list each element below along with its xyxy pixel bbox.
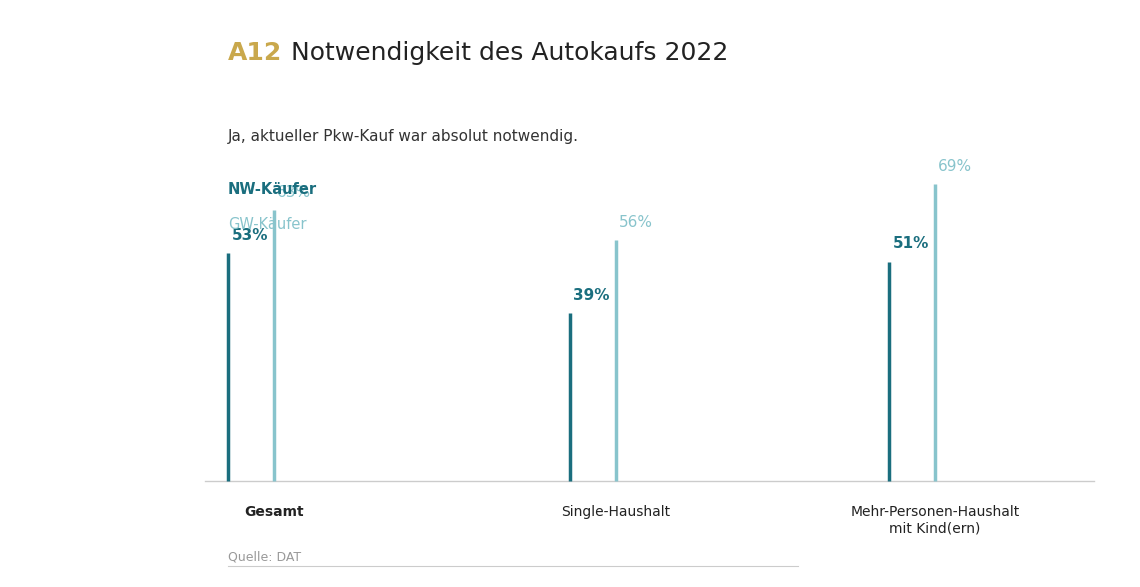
Text: Ja, aktueller Pkw-Kauf war absolut notwendig.: Ja, aktueller Pkw-Kauf war absolut notwe… bbox=[228, 129, 579, 144]
Text: 69%: 69% bbox=[938, 158, 972, 174]
Text: 53%: 53% bbox=[231, 228, 268, 242]
Text: 39%: 39% bbox=[573, 288, 610, 303]
Text: Gesamt: Gesamt bbox=[244, 505, 303, 519]
Text: 63%: 63% bbox=[277, 184, 311, 200]
Text: GW-Käufer: GW-Käufer bbox=[228, 217, 307, 232]
Text: Quelle: DAT: Quelle: DAT bbox=[228, 551, 301, 564]
Text: NW-Käufer: NW-Käufer bbox=[228, 182, 317, 197]
Text: A12: A12 bbox=[228, 41, 283, 65]
Text: Single-Haushalt: Single-Haushalt bbox=[561, 505, 670, 519]
Text: Mehr-Personen-Haushalt
mit Kind(ern): Mehr-Personen-Haushalt mit Kind(ern) bbox=[850, 505, 1019, 535]
Text: 51%: 51% bbox=[893, 236, 929, 251]
Text: 56%: 56% bbox=[619, 215, 653, 230]
Text: Notwendigkeit des Autokaufs 2022: Notwendigkeit des Autokaufs 2022 bbox=[291, 41, 728, 65]
